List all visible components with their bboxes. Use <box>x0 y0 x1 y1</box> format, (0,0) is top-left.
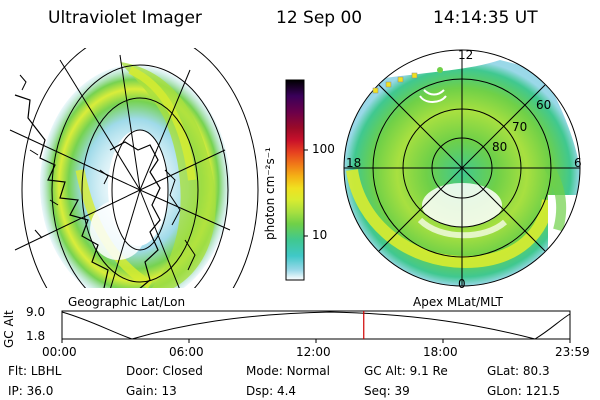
geographic-view <box>9 48 259 288</box>
glon-info: GLon: 121.5 <box>487 384 560 398</box>
colorbar-unit-label: photon cm⁻²s⁻¹ <box>263 147 277 240</box>
mode-info: Mode: Normal <box>246 364 330 378</box>
ip-info: IP: 36.0 <box>8 384 54 398</box>
xtick-0600: 06:00 <box>169 345 204 359</box>
gain-info: Gain: 13 <box>126 384 177 398</box>
lat-label-60: 60 <box>536 98 552 112</box>
filter-info: Flt: LBHL <box>8 364 62 378</box>
colorbar-tick-100: 100 <box>312 142 335 156</box>
instrument-title: Ultraviolet Imager <box>48 8 202 28</box>
glat-info: GLat: 80.3 <box>487 364 550 378</box>
colorbar <box>285 79 305 281</box>
altitude-ymax: 9.0 <box>26 305 46 319</box>
xtick-0000: 00:00 <box>42 345 77 359</box>
dsp-info: Dsp: 4.4 <box>246 384 297 398</box>
colorbar-tick-10: 10 <box>312 228 328 242</box>
mlt-label-12: 12 <box>458 48 474 62</box>
apex-caption: Apex MLat/MLT <box>413 295 503 309</box>
door-info: Door: Closed <box>126 364 203 378</box>
altitude-ymin: 1.8 <box>26 329 46 343</box>
xtick-2359: 23:59 <box>555 345 590 359</box>
lat-label-80: 80 <box>492 140 508 154</box>
mlt-label-6: 6 <box>574 156 582 170</box>
seq-info: Seq: 39 <box>364 384 410 398</box>
xtick-1200: 12:00 <box>296 345 331 359</box>
gcalt-info: GC Alt: 9.1 Re <box>364 364 448 378</box>
geographic-caption: Geographic Lat/Lon <box>68 295 186 309</box>
altitude-plot-frame <box>61 310 571 340</box>
altitude-ylabel: GC Alt <box>2 310 16 348</box>
mlt-label-0: 0 <box>458 277 466 291</box>
lat-label-70: 70 <box>512 120 528 134</box>
altitude-curve <box>61 311 571 340</box>
xtick-1800: 18:00 <box>423 345 458 359</box>
date-label: 12 Sep 00 <box>276 8 363 28</box>
polar-view <box>343 49 581 287</box>
time-label: 14:14:35 UT <box>433 8 538 28</box>
mlt-label-18: 18 <box>346 156 362 170</box>
